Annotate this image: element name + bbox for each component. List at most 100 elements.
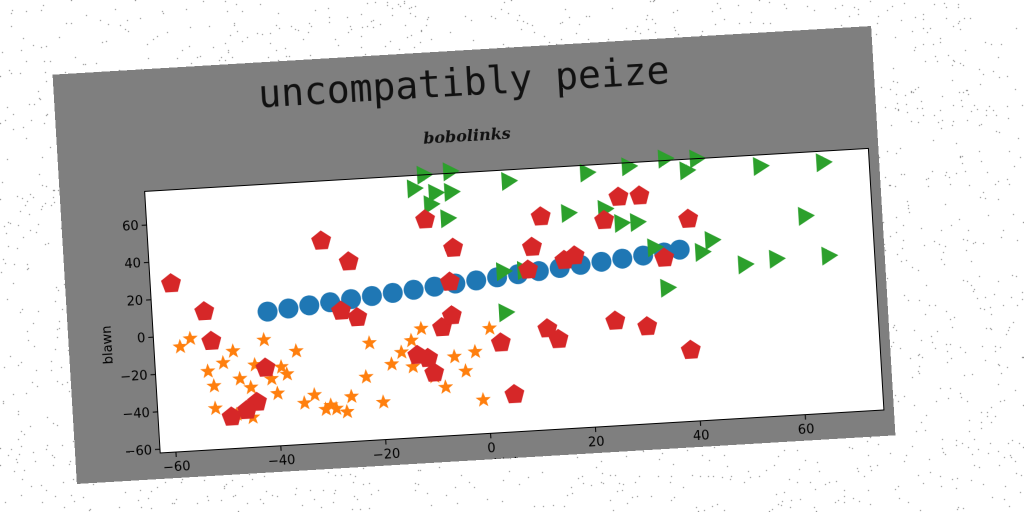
series-3-pentagon-point-35 xyxy=(680,339,701,360)
y-tick-label-4: 20 xyxy=(126,294,143,310)
series-0-circle-point-10 xyxy=(466,270,487,291)
series-2-triangle-right-point-17 xyxy=(560,204,578,224)
series-3-pentagon-point-0 xyxy=(160,273,181,293)
series-0-circle-point-0 xyxy=(257,301,278,322)
series-3-pentagon-point-32 xyxy=(678,208,699,228)
series-3-pentagon-point-30 xyxy=(629,185,650,205)
series-1-star-point-12 xyxy=(279,366,295,381)
series-3-pentagon-point-20 xyxy=(504,383,525,404)
series-3-pentagon-point-13 xyxy=(439,271,460,291)
series-2-triangle-right-point-14 xyxy=(815,153,833,173)
series-1-star-point-36 xyxy=(306,387,323,402)
series-1-star-point-1 xyxy=(182,330,198,346)
series-3-pentagon-point-5 xyxy=(236,399,257,420)
series-1-star-point-2 xyxy=(200,363,216,379)
series-3-pentagon-point-27 xyxy=(564,245,585,265)
y-tick-label-3: 0 xyxy=(137,331,146,346)
series-1-star-point-38 xyxy=(361,335,377,350)
series-1-star-point-21 xyxy=(384,356,400,371)
series-1-star-point-26 xyxy=(437,379,454,394)
x-tick-label-6: 60 xyxy=(797,422,814,438)
y-tick-label-6: 60 xyxy=(122,219,139,235)
series-1-star-point-0 xyxy=(172,338,188,354)
series-2-triangle-right-point-26 xyxy=(821,246,839,266)
series-1-star-point-35 xyxy=(273,359,289,374)
series-1-star-point-31 xyxy=(481,320,498,336)
series-1-star-point-3 xyxy=(206,378,222,393)
series-2-triangle-right-point-24 xyxy=(768,249,786,269)
series-1-star-point-30 xyxy=(475,392,491,407)
series-2-triangle-right-point-28 xyxy=(660,278,678,298)
series-1-star-point-32 xyxy=(207,400,223,416)
plot-frame xyxy=(144,147,885,454)
series-1-star-point-37 xyxy=(323,397,339,413)
series-0-circle-point-5 xyxy=(361,286,382,307)
series-0-circle-point-1 xyxy=(278,298,299,319)
series-2-triangle-right-point-22 xyxy=(694,242,712,262)
series-0-circle-point-20 xyxy=(669,239,690,260)
series-3-pentagon-point-33 xyxy=(605,310,626,330)
series-1-star-point-24 xyxy=(413,320,429,336)
series-2-triangle-right-point-7 xyxy=(440,209,458,229)
series-0-circle-point-2 xyxy=(299,295,320,316)
series-2-triangle-right-point-12 xyxy=(679,161,697,181)
series-2-triangle-right-point-27 xyxy=(797,206,815,226)
x-tick-label-3: 0 xyxy=(487,441,496,456)
series-1-star-point-4 xyxy=(215,354,231,370)
x-tick-label-2: −20 xyxy=(372,447,400,464)
series-3-pentagon-point-34 xyxy=(637,316,658,336)
series-1-star-point-39 xyxy=(405,358,421,374)
series-3-pentagon-point-19 xyxy=(490,332,511,352)
y-tick-label-2: −20 xyxy=(120,368,148,385)
series-2-triangle-right-point-13 xyxy=(752,156,770,177)
series-3-pentagon-point-22 xyxy=(548,328,569,349)
series-1-star-point-29 xyxy=(467,343,483,359)
scatter-plot: −60−40−200204060−60−40−200204060sunshini… xyxy=(100,147,885,476)
series-0-circle-point-16 xyxy=(591,251,612,272)
series-3-pentagon-point-28 xyxy=(594,209,615,230)
series-3-pentagon-point-18 xyxy=(441,305,462,325)
series-3-pentagon-point-11 xyxy=(415,209,436,229)
plot-area xyxy=(144,148,884,453)
series-0-circle-point-7 xyxy=(403,279,424,300)
series-1-star-point-17 xyxy=(339,403,355,419)
series-1-star-point-27 xyxy=(446,348,462,364)
series-3-pentagon-point-25 xyxy=(518,259,538,279)
y-tick-label-1: −40 xyxy=(122,406,150,423)
series-3-pentagon-point-24 xyxy=(521,236,542,256)
series-1-star-point-20 xyxy=(375,394,391,409)
series-3-pentagon-point-2 xyxy=(201,330,222,351)
series-1-star-point-11 xyxy=(269,385,286,401)
series-2-triangle-right-point-8 xyxy=(579,163,597,183)
series-3-pentagon-point-1 xyxy=(194,301,215,321)
series-2-triangle-right-point-18 xyxy=(614,214,632,233)
y-tick-label-5: 40 xyxy=(124,256,141,272)
series-2-triangle-right-point-5 xyxy=(443,182,461,202)
series-0-circle-point-8 xyxy=(424,276,445,297)
series-1-star-point-13 xyxy=(288,343,304,358)
series-1-star-point-6 xyxy=(232,370,248,386)
x-tick-label-1: −40 xyxy=(268,453,296,470)
series-0-circle-point-17 xyxy=(612,248,633,269)
series-2-triangle-right-point-23 xyxy=(647,238,665,258)
series-1-star-point-23 xyxy=(403,332,419,348)
series-3-pentagon-point-8 xyxy=(338,251,359,271)
series-3-pentagon-point-31 xyxy=(654,247,675,267)
series-1-star-point-28 xyxy=(458,363,474,378)
series-2-triangle-right-point-9 xyxy=(621,157,639,177)
series-3-pentagon-point-21 xyxy=(537,318,558,338)
x-tick-label-4: 20 xyxy=(588,435,605,451)
series-3-pentagon-point-6 xyxy=(221,406,242,426)
series-3-pentagon-point-16 xyxy=(407,344,428,365)
y-tick-label-0: −60 xyxy=(124,443,152,460)
series-2-triangle-right-point-21 xyxy=(704,231,722,251)
series-3-pentagon-point-10 xyxy=(347,307,368,327)
series-3-pentagon-point-7 xyxy=(311,230,332,250)
series-2-triangle-right-point-3 xyxy=(428,183,446,203)
y-axis-label: blawn xyxy=(100,325,117,365)
x-tick-label-0: −60 xyxy=(163,459,191,476)
series-2-triangle-right-point-19 xyxy=(495,262,514,282)
series-1-star-point-15 xyxy=(318,401,334,417)
series-2-triangle-right-point-16 xyxy=(629,213,647,233)
x-tick-label-5: 40 xyxy=(693,428,710,444)
